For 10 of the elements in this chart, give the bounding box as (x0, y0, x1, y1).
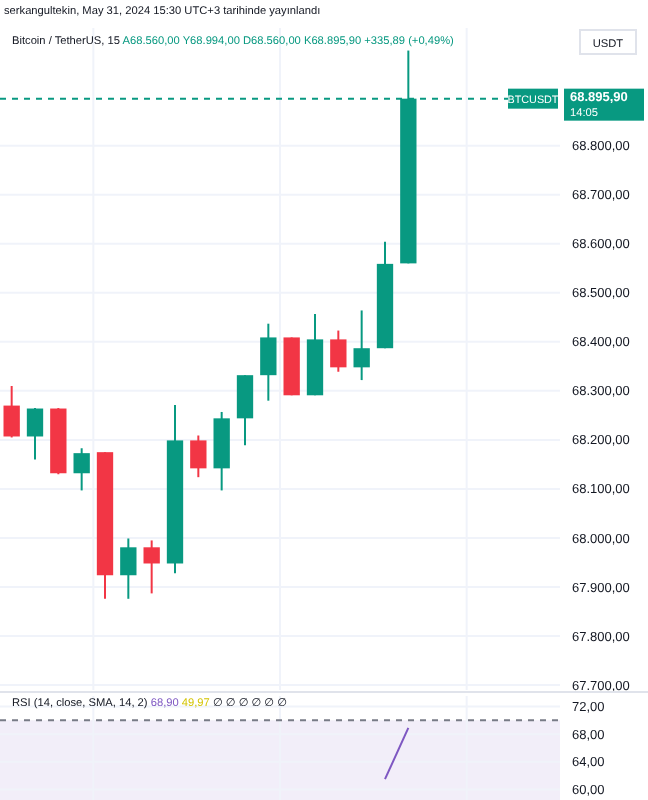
candlestick (120, 537, 137, 600)
candlestick (330, 329, 347, 373)
candlestick (190, 434, 207, 479)
candlestick (143, 539, 160, 595)
candlestick (3, 384, 20, 439)
candlestick (353, 309, 370, 382)
candlestick (73, 447, 90, 492)
candlestick (260, 322, 277, 402)
candlestick (26, 407, 44, 461)
candlestick (236, 374, 254, 447)
